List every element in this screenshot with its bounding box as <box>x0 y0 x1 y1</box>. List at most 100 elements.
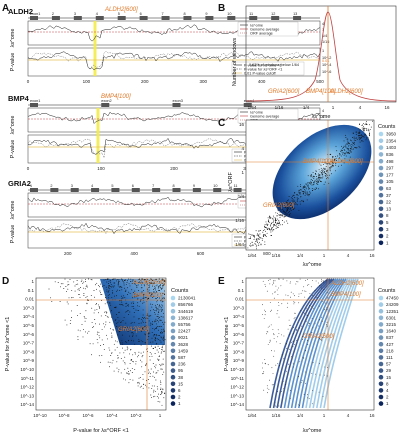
scatter-point <box>294 197 296 198</box>
xtick-label: 4 <box>347 253 350 258</box>
scatter-point <box>148 387 150 389</box>
scatter-point <box>147 289 149 291</box>
scatter-point <box>312 176 314 178</box>
scatter-point <box>281 203 283 205</box>
scatter-point <box>275 285 277 287</box>
scatter-point <box>303 333 304 335</box>
scatter-point <box>315 174 317 175</box>
scatter-point <box>274 292 276 293</box>
scatter-point <box>322 169 324 171</box>
scatter-point <box>294 302 296 303</box>
lambda-ytick: 1/16 <box>322 40 329 44</box>
scatter-point <box>117 371 119 373</box>
scatter-point <box>99 323 100 325</box>
counts-swatch <box>170 355 176 360</box>
counts-value: 47450 <box>386 296 399 301</box>
scatter-point <box>279 223 281 225</box>
scatter-point <box>306 193 308 195</box>
scatter-point <box>272 293 274 295</box>
scatter-point <box>293 303 295 305</box>
scatter-point <box>308 325 310 327</box>
scatter-point <box>84 331 86 333</box>
counts-swatch <box>170 374 176 380</box>
scatter-point <box>311 332 313 334</box>
scatter-point <box>332 162 334 164</box>
counts-swatch <box>170 295 176 301</box>
scatter-point <box>269 229 271 231</box>
scatter-point <box>154 292 156 294</box>
scatter-point <box>314 181 316 183</box>
scatter-point <box>155 343 157 345</box>
scatter-point <box>158 339 160 341</box>
scatter-point <box>153 282 155 284</box>
scatter-point <box>271 350 272 352</box>
scatter-point <box>282 380 284 382</box>
scatter-point <box>267 223 269 225</box>
scatter-point <box>266 333 267 335</box>
scatter-point <box>104 311 106 313</box>
exon-block <box>50 188 59 192</box>
panel-d-counts-legend: 2130041856766344619138617557562242790213… <box>170 295 196 406</box>
scatter-point <box>305 320 307 322</box>
scatter-point <box>148 292 150 294</box>
scatter-point <box>160 352 162 354</box>
xtick-label: 1/4 <box>297 253 304 258</box>
scatter-point <box>298 302 300 304</box>
scatter-point <box>335 170 337 172</box>
scatter-point <box>86 286 88 288</box>
scatter-point <box>302 200 304 202</box>
ytick-label: 1/4 <box>238 194 245 199</box>
panel-label-e: E <box>218 276 225 287</box>
scatter-point <box>108 286 110 288</box>
scatter-point <box>162 283 164 285</box>
scatter-point <box>306 183 308 185</box>
scatter-point <box>361 135 363 137</box>
scatter-point <box>278 223 280 224</box>
exon-block <box>73 16 82 20</box>
scatter-point <box>262 304 263 306</box>
counts-swatch <box>378 138 384 144</box>
scatter-point <box>65 286 67 287</box>
scatter-point <box>353 148 355 150</box>
scatter-point <box>299 193 301 195</box>
scatter-point <box>159 320 161 321</box>
scatter-point <box>312 327 314 329</box>
scatter-point <box>297 198 298 200</box>
scatter-point <box>292 206 294 208</box>
scatter-point <box>264 225 266 227</box>
counts-swatch <box>378 158 384 164</box>
counts-swatch <box>378 388 384 393</box>
scatter-point <box>288 196 290 197</box>
scatter-point <box>254 242 256 244</box>
scatter-point <box>321 320 323 322</box>
scatter-point <box>150 310 152 312</box>
scatter-point <box>158 285 160 287</box>
scatter-point <box>144 285 146 287</box>
scatter-point <box>150 353 152 355</box>
scatter-point <box>253 234 255 236</box>
scatter-point <box>80 287 82 288</box>
xtick-label: 16 <box>369 253 375 258</box>
scatter-point <box>162 373 164 375</box>
scatter-point <box>353 137 355 139</box>
scatter-point <box>155 306 157 308</box>
scatter-point <box>344 149 346 151</box>
scatter-point <box>267 344 269 345</box>
panel-d-marker-aldh2: ALDH2[600] <box>132 280 166 286</box>
scatter-point <box>87 298 89 300</box>
scatter-point <box>82 336 84 338</box>
scatter-point <box>147 339 149 341</box>
scatter-point <box>141 361 143 363</box>
scatter-point <box>111 296 113 298</box>
scatter-point <box>321 177 323 179</box>
scatter-point <box>154 320 156 322</box>
scatter-point <box>154 390 156 392</box>
scatter-point <box>119 300 121 302</box>
scatter-point <box>110 355 112 356</box>
scatter-point <box>270 222 272 224</box>
scatter-point <box>121 334 123 336</box>
scatter-point <box>148 320 150 322</box>
scatter-point <box>131 339 132 341</box>
scatter-point <box>321 278 322 280</box>
scatter-point <box>300 186 301 187</box>
